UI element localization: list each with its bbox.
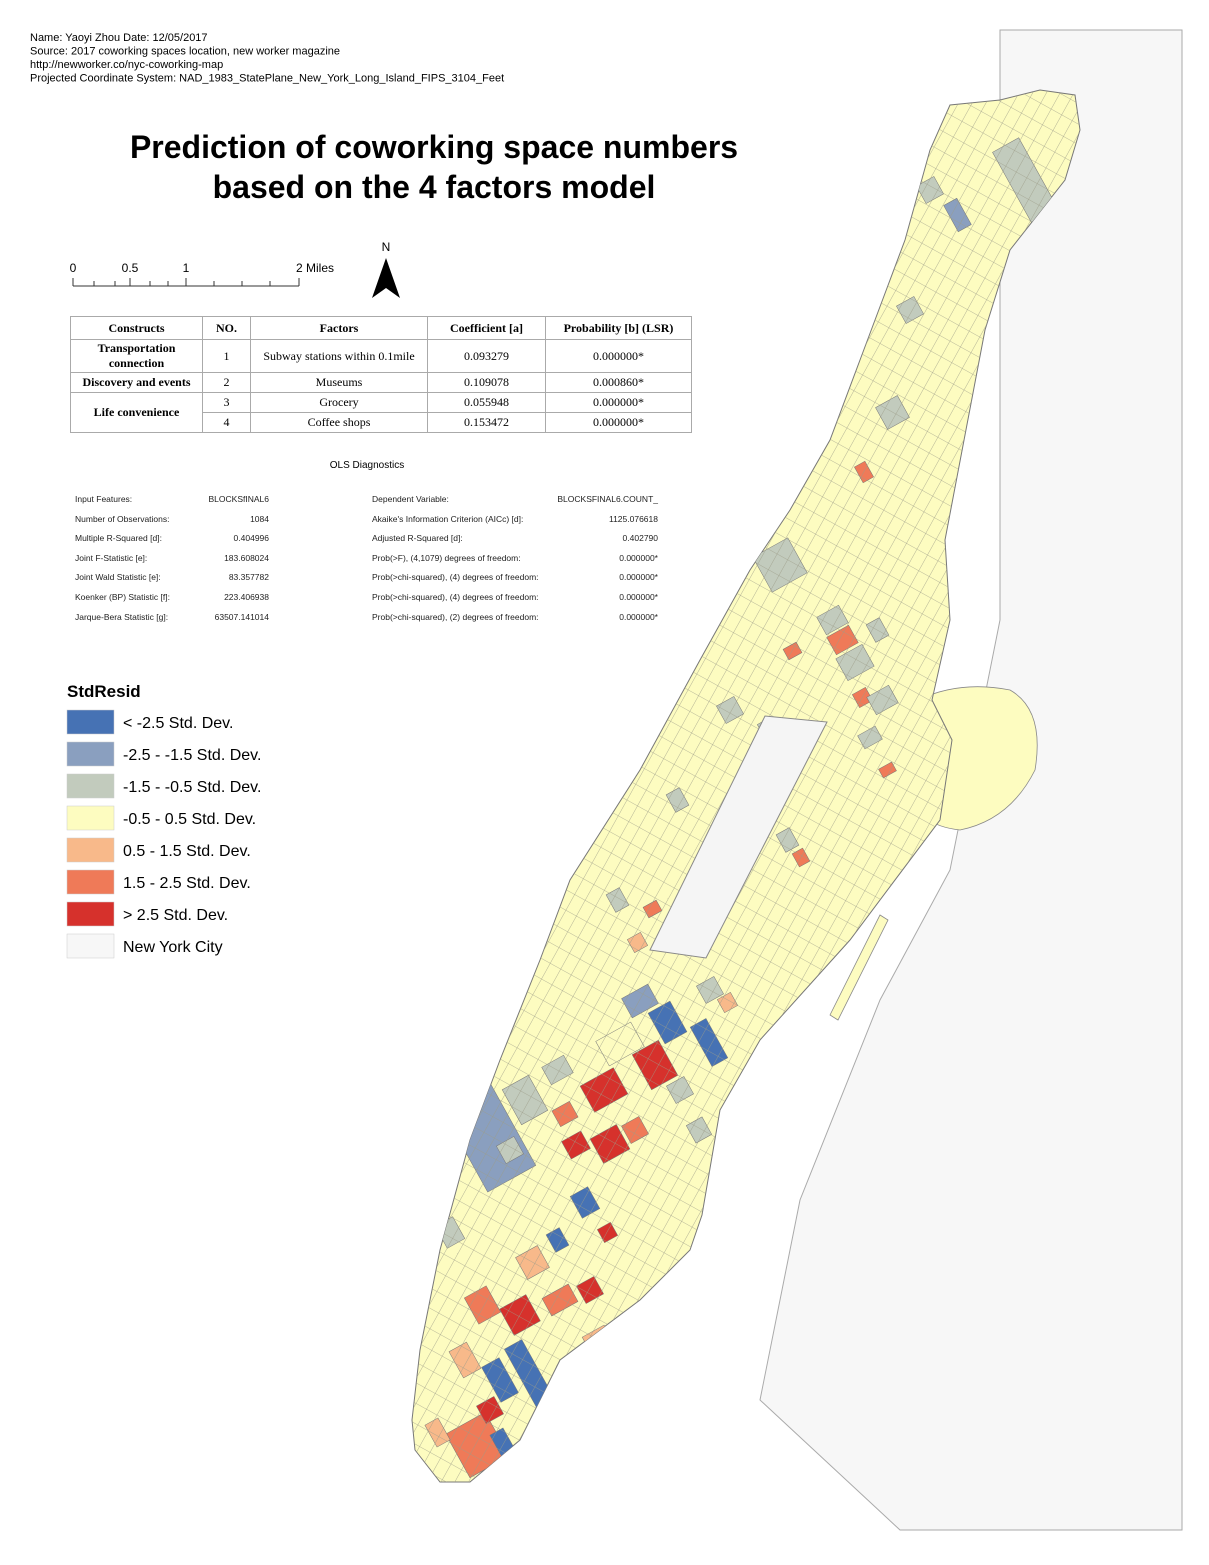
- ols-value: 0.404996: [234, 533, 270, 543]
- table-cell: 2: [202, 372, 251, 393]
- construct: Discovery and events: [70, 372, 203, 393]
- table-row: Transportation connection 1 Subway station…: [70, 339, 692, 373]
- ols-label: Koenker (BP) Statistic [f]:: [75, 592, 170, 602]
- scale-label: 0.5: [122, 261, 139, 275]
- block: [556, 1356, 584, 1384]
- table-header: Coefficient [a]: [427, 316, 546, 340]
- table-header-row: Constructs NO. Factors Coefficient [a] Proba…: [70, 316, 692, 340]
- table-cell: 0.000860*: [545, 372, 692, 393]
- scale-label: 0: [70, 261, 77, 275]
- legend-label: 1.5 - 2.5 Std. Dev.: [123, 875, 251, 892]
- legend-label: -1.5 - -0.5 Std. Dev.: [123, 779, 261, 796]
- ols-label: Prob(>chi-squared), (4) degrees of freed…: [372, 592, 539, 602]
- ols-label: Prob(>chi-squared), (2) degrees of freed…: [372, 612, 539, 622]
- construct: Life convenience: [70, 392, 203, 433]
- ols-title: OLS Diagnostics: [330, 460, 404, 471]
- header-line: Source: 2017 coworking spaces location, …: [30, 46, 340, 58]
- table-cell: 0.000000*: [545, 392, 692, 413]
- ols-label: Adjusted R-Squared [d]:: [372, 533, 463, 543]
- legend-label: New York City: [123, 939, 223, 956]
- table-cell: Coffee shops: [250, 412, 428, 433]
- legend-label: -2.5 - -1.5 Std. Dev.: [123, 747, 261, 764]
- ols-value: 0.000000*: [619, 553, 658, 563]
- ols-value: 0.000000*: [619, 572, 658, 582]
- ols-value: 183.608024: [224, 553, 269, 563]
- legend-swatch: [66, 709, 115, 735]
- north-label: N: [382, 240, 391, 254]
- header-line: Name: Yaoyi Zhou Date: 12/05/2017: [30, 32, 208, 44]
- ols-label: Prob(>chi-squared), (4) degrees of freed…: [372, 572, 539, 582]
- table-cell: 0.153472: [427, 412, 546, 433]
- table-header: NO.: [202, 316, 251, 340]
- ols-value: BLOCKSfINAL6: [209, 494, 270, 504]
- ols-value: 1084: [250, 514, 269, 524]
- scale-label: 2 Miles: [296, 261, 334, 275]
- scale-bar: [72, 278, 300, 287]
- ols-label: Input Features:: [75, 494, 132, 504]
- ols-label: Number of Observations:: [75, 514, 169, 524]
- table-header: Constructs: [70, 316, 203, 340]
- legend-swatch: [66, 741, 115, 767]
- table-cell: 0.093279: [427, 339, 546, 373]
- table-cell: 0.109078: [427, 372, 546, 393]
- ols-value: 0.000000*: [619, 612, 658, 622]
- table-cell: Museums: [250, 372, 428, 393]
- construct: Transportation connection: [70, 339, 203, 373]
- legend-swatch: [66, 837, 115, 863]
- table-cell: 1: [202, 339, 251, 373]
- table-header: Probability [b] (LSR): [545, 316, 692, 340]
- table-row: Life convenience 3 Grocery 0.055948 0.000000…: [70, 392, 692, 433]
- ols-label: Multiple R-Squared [d]:: [75, 533, 162, 543]
- ols-label: Joint F-Statistic [e]:: [75, 553, 147, 563]
- ols-value: BLOCKSFINAL6.COUNT_: [557, 494, 658, 504]
- map-title: based on the 4 factors model: [213, 169, 656, 205]
- table-cell: 4: [202, 412, 251, 433]
- coefficient-table: Constructs NO. Factors Coefficient [a] Proba…: [70, 316, 692, 433]
- ols-value: 0.402790: [623, 533, 659, 543]
- table-header: Factors: [250, 316, 428, 340]
- ols-value: 63507.141014: [215, 612, 270, 622]
- legend-swatch: [66, 869, 115, 895]
- legend-swatch: [66, 901, 115, 927]
- table-cell: 0.000000*: [545, 339, 692, 373]
- table-row: 4 Coffee shops 0.153472 0.000000*: [71, 412, 692, 433]
- scale-label: 1: [183, 261, 190, 275]
- table-cell: Subway stations within 0.1mile: [250, 339, 428, 373]
- ols-value: 1125.076618: [609, 514, 658, 524]
- legend-swatch: [66, 933, 115, 959]
- table-cell: Grocery: [250, 392, 428, 413]
- table-cell: 3: [202, 392, 251, 413]
- map-title: Prediction of coworking space numbers: [130, 129, 738, 165]
- roosevelt-island: [829, 914, 889, 1021]
- north-arrow: [372, 258, 400, 298]
- table-cell: 0.055948: [427, 392, 546, 413]
- ols-label: Dependent Variable:: [372, 494, 449, 504]
- legend-label: -0.5 - 0.5 Std. Dev.: [123, 811, 256, 828]
- legend-title: StdResid: [67, 682, 141, 701]
- legend-label: 0.5 - 1.5 Std. Dev.: [123, 843, 251, 860]
- ols-label: Joint Wald Statistic [e]:: [75, 572, 161, 582]
- ols-value: 83.357782: [229, 572, 269, 582]
- legend-label: > 2.5 Std. Dev.: [123, 907, 228, 924]
- legend-swatch: [66, 805, 115, 831]
- ols-label: Akaike's Information Criterion (AICc) [d…: [372, 514, 523, 524]
- table-cell: 0.000000*: [545, 412, 692, 433]
- ols-value: 0.000000*: [619, 592, 658, 602]
- legend-label: < -2.5 Std. Dev.: [123, 715, 233, 732]
- ols-value: 223.406938: [224, 592, 269, 602]
- legend-swatch: [66, 773, 115, 799]
- header-line: Projected Coordinate System: NAD_1983_St…: [30, 73, 504, 85]
- header-line: http://newworker.co/nyc-coworking-map: [30, 59, 223, 71]
- ols-label: Prob(>F), (4,1079) degrees of freedom:: [372, 553, 521, 563]
- table-row: Discovery and events 2 Museums 0.109078 0.00…: [70, 372, 692, 393]
- central-park: [649, 715, 828, 959]
- ols-label: Jarque-Bera Statistic [g]:: [75, 612, 168, 622]
